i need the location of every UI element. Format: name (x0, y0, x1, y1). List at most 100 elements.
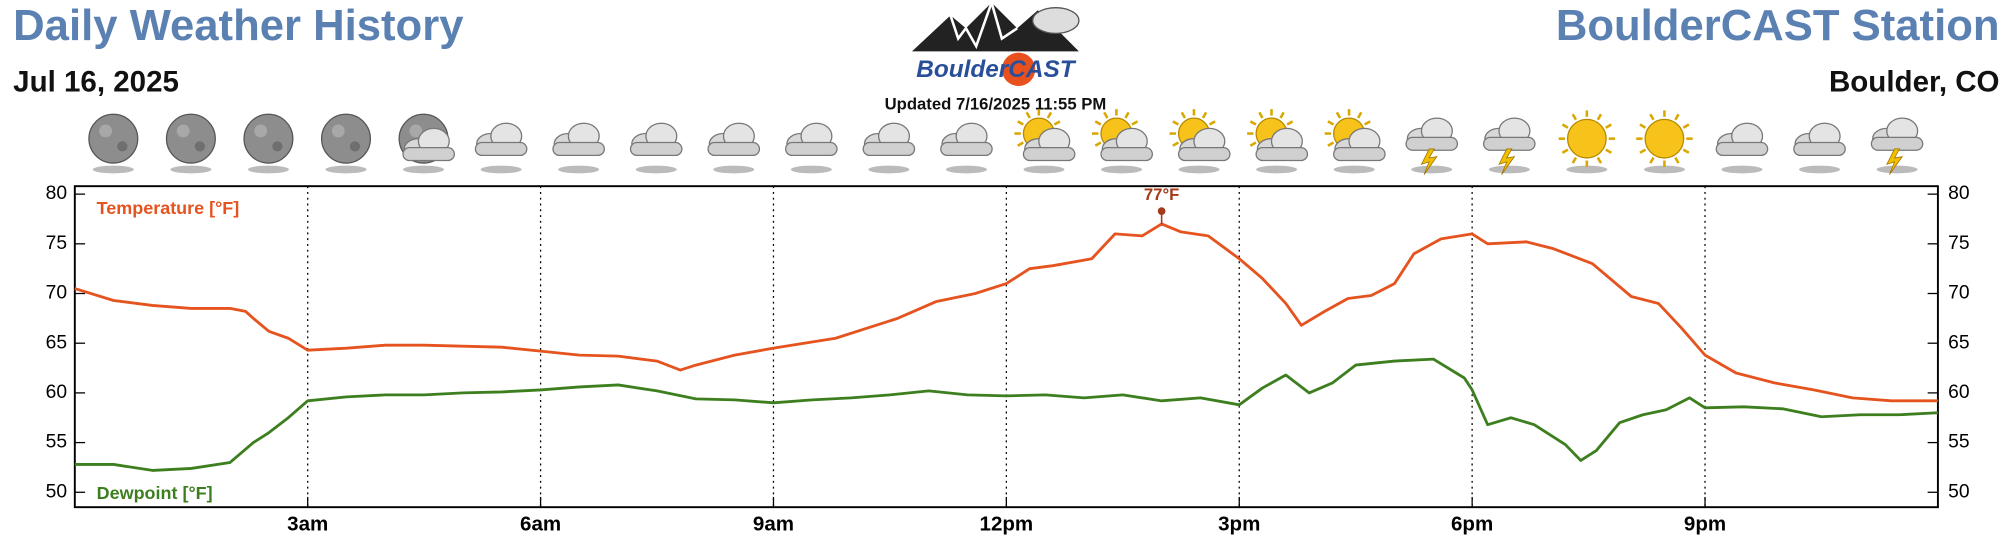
cloud-base (862, 141, 916, 157)
sun-ray (1561, 123, 1569, 129)
x-tick-label: 9pm (1684, 513, 1726, 536)
logo-text: BoulderCAST (916, 56, 1077, 83)
y2-tick-label: 70 (1948, 283, 1969, 304)
icon-shadow (1798, 165, 1841, 174)
x-tick-label: 6pm (1451, 513, 1493, 536)
weather-icon (862, 122, 916, 174)
sun-ray (1103, 111, 1109, 119)
moon-crater (117, 141, 128, 152)
sun-ray (1327, 141, 1335, 147)
icon-shadow (170, 165, 212, 174)
logo-snow (949, 0, 1018, 50)
x-tick-label: 3am (287, 513, 328, 536)
moon (320, 113, 372, 164)
x-tick-label: 9am (753, 513, 794, 536)
weather-icon (784, 122, 838, 174)
date: Jul 16, 2025 (13, 65, 179, 98)
sun-ray (1327, 120, 1335, 126)
weather-icon (1169, 109, 1231, 174)
location: Boulder, CO (1829, 65, 2000, 98)
sun-ray (1596, 113, 1603, 121)
weather-icon (165, 113, 216, 174)
weather-icon (1636, 110, 1693, 174)
cloud-base (1405, 136, 1459, 151)
sun-ray (1596, 156, 1603, 164)
icon-shadow (1411, 165, 1453, 174)
moon-crater (194, 141, 206, 152)
sun-ray (1172, 120, 1180, 126)
y-tick-label: 80 (46, 183, 67, 204)
sun-ray (1286, 120, 1294, 126)
sun-ray (1094, 120, 1102, 126)
sun-ray (1605, 148, 1612, 154)
weather-icon (1092, 109, 1153, 174)
weather-icon (1014, 109, 1076, 174)
sun-ray (1649, 113, 1655, 121)
condition-icons (88, 109, 1924, 175)
y-tick-label: 65 (46, 332, 67, 353)
y-tick-label: 75 (46, 233, 67, 254)
icon-shadow (1876, 165, 1918, 174)
sun-ray (1258, 111, 1264, 119)
sun-ray (1356, 111, 1363, 119)
moon-crater (349, 141, 361, 152)
cloud-base (940, 141, 993, 157)
series-line (74, 357, 1938, 472)
weather-icon (707, 122, 761, 174)
sun (1566, 118, 1607, 159)
weather-icon (1558, 110, 1616, 174)
moon-crater (409, 124, 423, 138)
sun-ray (1172, 141, 1180, 147)
icon-shadow (868, 165, 910, 174)
weather-icon (320, 113, 372, 174)
icon-shadow (790, 165, 832, 174)
icon-shadow (558, 165, 600, 174)
weather-icon (1405, 117, 1459, 175)
logo-c (1001, 52, 1036, 87)
cloud-base (474, 141, 528, 157)
station-title: BoulderCAST Station (1556, 1, 2000, 50)
icon-shadow (1100, 165, 1143, 174)
icon-shadow (635, 165, 677, 174)
page-title: Daily Weather History (13, 1, 464, 50)
icon-shadow (1721, 165, 1763, 174)
x-tick-label: 12pm (980, 513, 1034, 536)
weather-icon (1247, 109, 1309, 174)
y-tick-label: 55 (46, 432, 67, 453)
weather-icon (88, 113, 139, 174)
sun-ray (1674, 113, 1680, 121)
sun-ray (1571, 156, 1578, 164)
sun-ray (1180, 111, 1187, 119)
y2-tick-label: 50 (1948, 481, 1969, 502)
sun-ray (1605, 123, 1612, 129)
lightning (1886, 148, 1904, 175)
moon (88, 113, 139, 164)
sun-ray (1335, 111, 1342, 119)
chart: 3am 6am 9am 12pm 3pm 6pm 9pm 50 55 60 65 70 75 80 50 55… (46, 183, 1970, 535)
y2-tick-label: 55 (1948, 432, 1969, 453)
legend-label: Dewpoint [°F] (97, 483, 213, 503)
cloud-base (1022, 147, 1076, 162)
sun-ray (1017, 120, 1024, 126)
lightning (1420, 148, 1438, 175)
sun-ray (1124, 111, 1130, 119)
icon-shadow (945, 165, 987, 174)
logo-cloud (1032, 7, 1080, 35)
weather-icon (1715, 122, 1769, 174)
updated-time: Updated 7/16/2025 11:55 PM (885, 95, 1107, 114)
sun-ray (1094, 141, 1102, 147)
cloud-base (552, 141, 605, 157)
weather-icon (1870, 117, 1924, 175)
weather-icon (1793, 122, 1846, 174)
icon-shadow (325, 165, 367, 174)
cloud-base (1715, 141, 1769, 157)
sun-ray (1131, 120, 1139, 126)
x-tick-label: 6am (520, 513, 561, 536)
legend-label: Temperature [°F] (97, 198, 240, 218)
lightning (1498, 148, 1516, 175)
cloud-base (784, 141, 838, 157)
icon-shadow (1333, 165, 1375, 174)
cloud-base (629, 141, 683, 157)
sun-ray (1674, 156, 1680, 164)
